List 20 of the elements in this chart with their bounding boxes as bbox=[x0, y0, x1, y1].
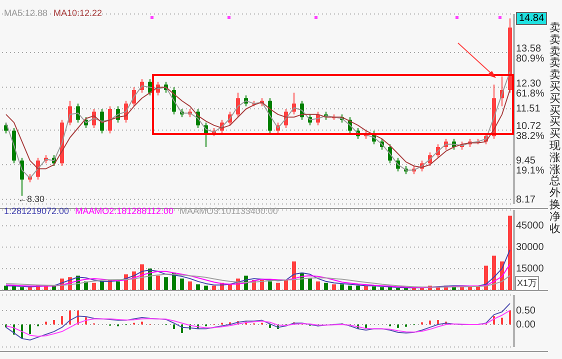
y-tick-label: 0.00 bbox=[516, 320, 536, 331]
text: MAAMO3:101133400.00 bbox=[179, 206, 278, 216]
y-tick-label: 15000 bbox=[516, 264, 544, 275]
y-tick-label: 11.51 bbox=[516, 104, 541, 115]
y-tick-label: 10.72 38.2% bbox=[516, 121, 544, 142]
y-tick-label: 9.45 19.1% bbox=[516, 156, 544, 177]
text: 1:281219072.00 bbox=[4, 206, 70, 216]
text: MA10:12.22 bbox=[54, 8, 102, 18]
y-axis-title: X1万 bbox=[515, 276, 540, 291]
y-tick-label: 8.17 bbox=[516, 194, 536, 206]
y-tick-label: 0.50 bbox=[516, 305, 536, 316]
text: MAAMO2:181288112.00 bbox=[75, 206, 174, 216]
y-tick-label: 13.58 80.9% bbox=[516, 44, 544, 65]
y-tick-label: 30000 bbox=[516, 242, 544, 254]
text: 卖卖卖卖卖买买买买买现涨涨总外换净收 bbox=[550, 21, 560, 235]
y-tick-label: 45000 bbox=[516, 220, 544, 232]
y-tick-label: 12.30 61.8% bbox=[516, 78, 544, 100]
text: MA5:12.88 bbox=[4, 8, 48, 18]
annotation: ←8.30 bbox=[18, 194, 45, 204]
annotation: 14.84 bbox=[516, 12, 548, 26]
